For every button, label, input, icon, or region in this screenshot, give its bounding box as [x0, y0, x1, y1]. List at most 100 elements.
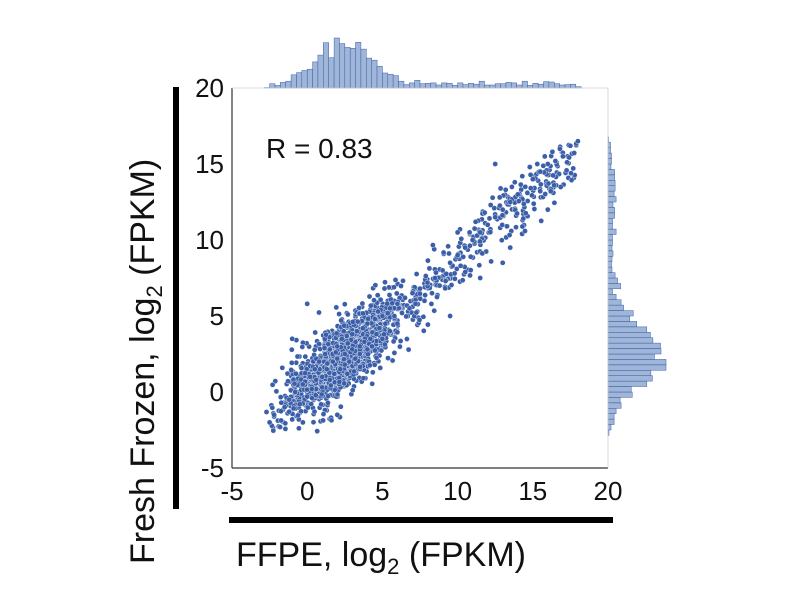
- right-hist-bar: [607, 174, 615, 181]
- x-axis-title-unit: (FPKM): [399, 536, 526, 574]
- data-point: [310, 419, 317, 426]
- data-point: [454, 252, 461, 258]
- right-hist-bar: [607, 337, 654, 344]
- data-point: [344, 370, 351, 377]
- data-point: [270, 427, 277, 434]
- data-point: [367, 362, 373, 369]
- y-tick-label: 15: [195, 149, 224, 179]
- top-hist-bar: [532, 83, 539, 89]
- data-point: [329, 358, 336, 365]
- top-hist-bar: [414, 80, 421, 89]
- top-hist-bar: [516, 84, 523, 89]
- right-hist-bar: [607, 180, 616, 186]
- data-point: [417, 285, 423, 292]
- data-point: [288, 346, 295, 353]
- data-point: [285, 378, 291, 385]
- top-hist-bar: [435, 84, 442, 89]
- data-point: [448, 282, 455, 288]
- data-point: [489, 194, 496, 201]
- right-hist-bar: [607, 212, 615, 219]
- data-point: [379, 335, 386, 342]
- top-hist-bar: [290, 74, 297, 89]
- right-hist-bar: [607, 408, 617, 414]
- top-hist-bar: [387, 74, 394, 89]
- data-point: [458, 235, 465, 242]
- data-point: [488, 258, 494, 265]
- data-point: [409, 290, 416, 297]
- x-axis-title-main: FFPE, log: [236, 536, 387, 574]
- data-point: [377, 365, 384, 371]
- top-hist-bar: [543, 81, 550, 89]
- data-point: [334, 355, 341, 362]
- top-hist-bar: [521, 80, 528, 89]
- data-point: [389, 357, 396, 364]
- data-point: [333, 304, 340, 311]
- y-axis-title-main: Fresh Frozen, log: [124, 298, 162, 564]
- data-point: [332, 349, 339, 356]
- data-point: [357, 364, 364, 370]
- right-hist-bar: [607, 190, 615, 197]
- data-point: [542, 153, 548, 160]
- data-point: [496, 194, 503, 201]
- data-point: [442, 278, 449, 284]
- right-hist-bar: [607, 294, 617, 300]
- data-point: [462, 269, 469, 275]
- data-point: [513, 224, 519, 230]
- data-point: [538, 218, 545, 224]
- top-hist-bar: [392, 75, 399, 89]
- right-hist-bar: [607, 310, 634, 317]
- data-point: [502, 186, 509, 193]
- data-point: [397, 343, 403, 350]
- data-point: [477, 275, 484, 281]
- data-point: [295, 412, 301, 419]
- data-point: [382, 341, 388, 348]
- data-point: [531, 206, 538, 212]
- data-point: [334, 343, 341, 350]
- data-point: [373, 331, 380, 338]
- data-point: [447, 259, 453, 266]
- data-point: [296, 425, 302, 432]
- data-point: [440, 249, 447, 256]
- data-point: [550, 172, 556, 179]
- data-point: [269, 381, 276, 388]
- right-hist-bar: [607, 348, 662, 355]
- top-hist-bar: [296, 72, 303, 89]
- data-point: [567, 142, 574, 149]
- top-hist-bar: [446, 83, 453, 89]
- data-point: [269, 404, 276, 411]
- data-point: [439, 267, 446, 274]
- top-hist-bar: [280, 82, 286, 89]
- data-point: [545, 161, 551, 167]
- data-point: [404, 336, 410, 342]
- data-point: [366, 293, 373, 300]
- data-point: [344, 340, 351, 347]
- right-hist-bar: [607, 418, 615, 425]
- data-point: [467, 253, 474, 260]
- data-point: [293, 370, 299, 377]
- data-point: [341, 301, 348, 308]
- top-hist-bar: [570, 83, 577, 89]
- data-point: [422, 292, 428, 298]
- right-hist-bar: [607, 239, 613, 246]
- data-point: [296, 401, 303, 408]
- data-point: [497, 202, 503, 209]
- data-point: [527, 164, 533, 170]
- data-point: [459, 277, 466, 284]
- top-hist-bar: [484, 84, 491, 89]
- top-hist-bar: [328, 57, 335, 89]
- data-point: [506, 232, 513, 238]
- data-point: [537, 168, 544, 175]
- top-hist-bar: [301, 70, 308, 89]
- data-point: [457, 262, 464, 269]
- top-hist-bar: [409, 82, 415, 89]
- top-hist-bar: [339, 43, 346, 89]
- data-point: [487, 202, 494, 208]
- data-point: [477, 238, 483, 245]
- data-point: [349, 346, 356, 353]
- data-point: [430, 242, 436, 248]
- data-point: [467, 272, 473, 279]
- right-hist-bar: [607, 207, 615, 214]
- data-point: [290, 405, 297, 412]
- right-hist-bar: [607, 228, 617, 235]
- top-hist-bar: [462, 84, 469, 89]
